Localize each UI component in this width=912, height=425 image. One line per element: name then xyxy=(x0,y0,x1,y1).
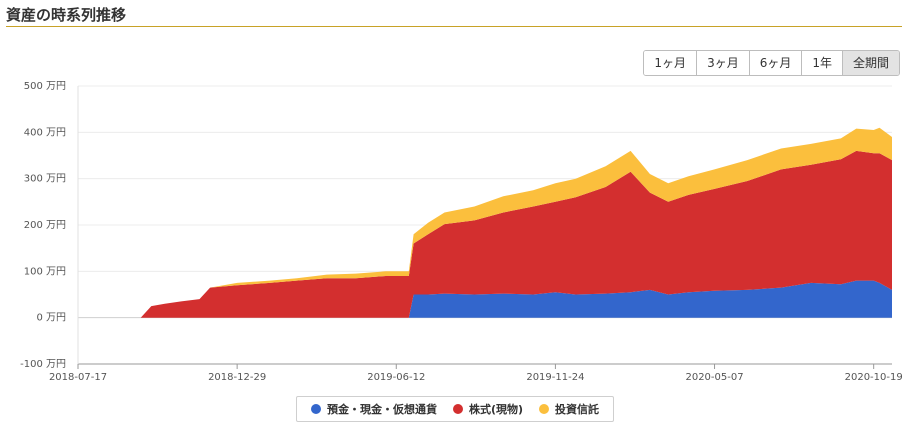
legend-item-funds[interactable]: 投資信託 xyxy=(539,401,599,417)
y-tick-label: 300 万円 xyxy=(24,174,66,185)
range-button-1-year[interactable]: 1年 xyxy=(802,51,843,75)
page-title: 資産の時系列推移 xyxy=(6,6,127,24)
legend-dot-stocks xyxy=(452,404,463,414)
legend-label-stocks: 株式(現物) xyxy=(468,403,524,416)
legend-label-cash: 預金・現金・仮想通貨 xyxy=(326,403,437,416)
range-button-1-month[interactable]: 1ヶ月 xyxy=(644,51,698,75)
x-tick-label: 2018-12-29 xyxy=(208,372,266,383)
range-button-group: 1ヶ月 3ヶ月 6ヶ月 1年 全期間 xyxy=(643,50,900,76)
legend-dot-cash xyxy=(310,404,321,414)
y-tick-label: 0 万円 xyxy=(36,313,66,324)
legend-item-stocks[interactable]: 株式(現物) xyxy=(452,401,524,417)
x-tick-label: 2020-10-19 xyxy=(845,372,903,383)
area-series-2 xyxy=(78,150,892,318)
y-tick-label: 100 万円 xyxy=(24,266,66,277)
x-tick-label: 2020-05-07 xyxy=(685,372,743,383)
area-series-1 xyxy=(78,280,892,318)
area-series-3 xyxy=(78,127,892,318)
y-tick-label: 500 万円 xyxy=(24,81,66,92)
legend-item-cash[interactable]: 預金・現金・仮想通貨 xyxy=(310,401,437,417)
axes: -100 万円 0 万円 100 万円 200 万円 300 万円 400 万円 500 万… xyxy=(20,81,903,383)
range-button-all-period[interactable]: 全期間 xyxy=(842,51,899,75)
stacked-area-series xyxy=(78,127,892,318)
x-tick-label: 2019-11-24 xyxy=(526,372,584,383)
y-tick-label: 200 万円 xyxy=(24,220,66,231)
x-tick-label: 2019-06-12 xyxy=(367,372,425,383)
range-button-6-months[interactable]: 6ヶ月 xyxy=(749,51,803,75)
legend-label-funds: 投資信託 xyxy=(555,403,600,416)
x-tick-label: 2018-07-17 xyxy=(49,372,107,383)
y-tick-label: 400 万円 xyxy=(24,127,66,138)
legend-dot-funds xyxy=(539,404,550,414)
title-divider xyxy=(6,26,902,27)
y-tick-label: -100 万円 xyxy=(20,359,66,370)
chart-legend: 預金・現金・仮想通貨 株式(現物) 投資信託 xyxy=(296,396,614,422)
range-button-3-months[interactable]: 3ヶ月 xyxy=(697,51,750,75)
